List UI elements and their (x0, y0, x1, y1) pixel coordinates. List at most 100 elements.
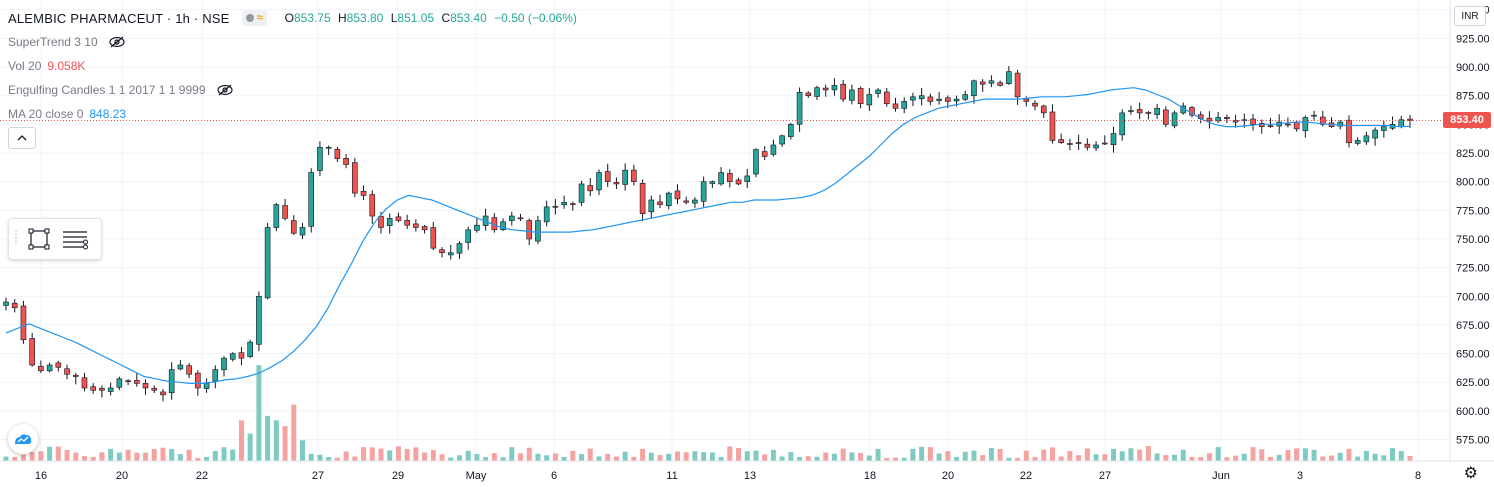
candle-body (988, 80, 995, 84)
volume-bar (1006, 457, 1012, 461)
candle-body (648, 199, 655, 213)
candle-body (20, 305, 27, 341)
candle-body (1084, 143, 1091, 148)
eye-off-icon[interactable] (108, 36, 126, 48)
indicator-volume[interactable]: Vol 20 9.058K (8, 54, 581, 78)
candle-body (979, 81, 986, 85)
candle-body (709, 181, 716, 184)
volume-bar (622, 451, 628, 461)
volume-bar (587, 448, 593, 461)
eye-off-icon[interactable] (216, 84, 234, 96)
volume-bar (1049, 447, 1055, 461)
candle-body (962, 94, 969, 100)
candle-body (631, 169, 637, 182)
candle-body (439, 249, 445, 254)
volume-bar (500, 457, 506, 461)
volume-bar (64, 449, 70, 461)
candle-body (665, 192, 672, 207)
candle-body (805, 92, 812, 96)
volume-bar (762, 454, 768, 461)
price-axis: 575.00 600.00 625.00 650.00 675.00 700.00 725.… (1456, 5, 1490, 447)
candle-body (378, 216, 384, 228)
candle-body (735, 179, 742, 185)
candle-body (1250, 118, 1256, 125)
volume-bar (640, 448, 646, 461)
object-tree-button[interactable] (57, 223, 93, 255)
time-tick-label: Jun (1212, 470, 1230, 482)
candle-body (788, 124, 794, 137)
candle-body (447, 252, 454, 256)
drag-handle-icon[interactable]: ⋮ ⋮ (11, 230, 21, 247)
high-value: 853.80 (346, 11, 384, 25)
candle-body (1058, 139, 1064, 143)
candle-body (1232, 120, 1239, 123)
volume-bar (1189, 456, 1195, 461)
candle-body (1023, 98, 1030, 102)
volume-bar (936, 453, 942, 461)
wave-chip[interactable]: ≈ (241, 10, 267, 26)
candle-body (3, 301, 9, 306)
volume-bar (962, 451, 968, 461)
indicator-supertrend[interactable]: SuperTrend 3 10 (8, 30, 581, 54)
volume-bar (1267, 456, 1273, 461)
chevron-up-icon (17, 135, 27, 141)
last-price-tag: 853.40 (1443, 112, 1491, 128)
volume-bar (1102, 454, 1108, 461)
volume-bar (954, 456, 960, 461)
volume-bar (788, 452, 794, 461)
volume-bar (387, 450, 393, 461)
candle-body (622, 169, 628, 185)
indicator-engulfing[interactable]: Engulfing Candles 1 1 2017 1 1 9999 (8, 78, 581, 102)
volume-bar (744, 451, 750, 461)
volume-bars (3, 365, 1413, 461)
candle-body (761, 151, 768, 157)
candle-body (1311, 114, 1317, 117)
candle-body (1293, 122, 1300, 130)
object-tree-icon (63, 231, 88, 250)
candle-body (918, 95, 925, 100)
volume-bar (1076, 455, 1082, 461)
indicator-ma[interactable]: MA 20 close 0 848.23 (8, 102, 581, 126)
candle-body (692, 199, 698, 204)
candle-body (892, 103, 899, 109)
candle-body (953, 98, 960, 102)
volume-bar (709, 452, 715, 461)
collapse-legend-button[interactable] (8, 127, 36, 149)
volume-bar (448, 457, 454, 461)
candle-body (1337, 121, 1344, 127)
candle-body (334, 148, 341, 160)
candle-body (55, 362, 62, 368)
volume-bar (919, 446, 925, 461)
volume-bar (369, 447, 375, 461)
volume-bar (988, 447, 994, 461)
tradingview-logo-button[interactable] (8, 424, 38, 454)
symbol-row[interactable]: ALEMBIC PHARMACEUT · 1h · NSE ≈ O853.75 … (8, 6, 581, 30)
candle-body (570, 203, 576, 205)
candle-body (107, 387, 114, 392)
volume-bar (858, 452, 864, 461)
volume-bar (1398, 451, 1404, 461)
candle-body (247, 341, 253, 357)
volume-bar (1285, 450, 1291, 461)
candle-body (195, 372, 201, 389)
tradingview-logo-icon (15, 434, 32, 444)
volume-bar (1276, 454, 1282, 461)
volume-bar (1093, 454, 1099, 461)
candle-body (1363, 135, 1370, 143)
symbol-title[interactable]: ALEMBIC PHARMACEUT · 1h · NSE (8, 10, 230, 26)
candle-body (186, 365, 192, 375)
volume-bar (544, 455, 550, 461)
rectangle-tool-button[interactable] (21, 223, 57, 255)
gear-icon[interactable]: ⚙ (1463, 465, 1478, 482)
candle-body (1093, 144, 1099, 149)
volume-bar (378, 448, 384, 461)
price-tick-label: 575.00 (1456, 435, 1490, 447)
price-tick-label: 700.00 (1456, 291, 1490, 303)
candle-body (1040, 105, 1047, 114)
time-axis: 16 20 22 27 29 May 6 11 13 18 20 22 27 Jun 3 8 (35, 470, 1421, 482)
candle-body (386, 218, 393, 226)
price-tick-label: 925.00 (1456, 33, 1490, 45)
volume-bar (692, 451, 698, 461)
currency-label[interactable]: INR (1454, 6, 1486, 26)
price-tick-label: 825.00 (1456, 148, 1490, 160)
